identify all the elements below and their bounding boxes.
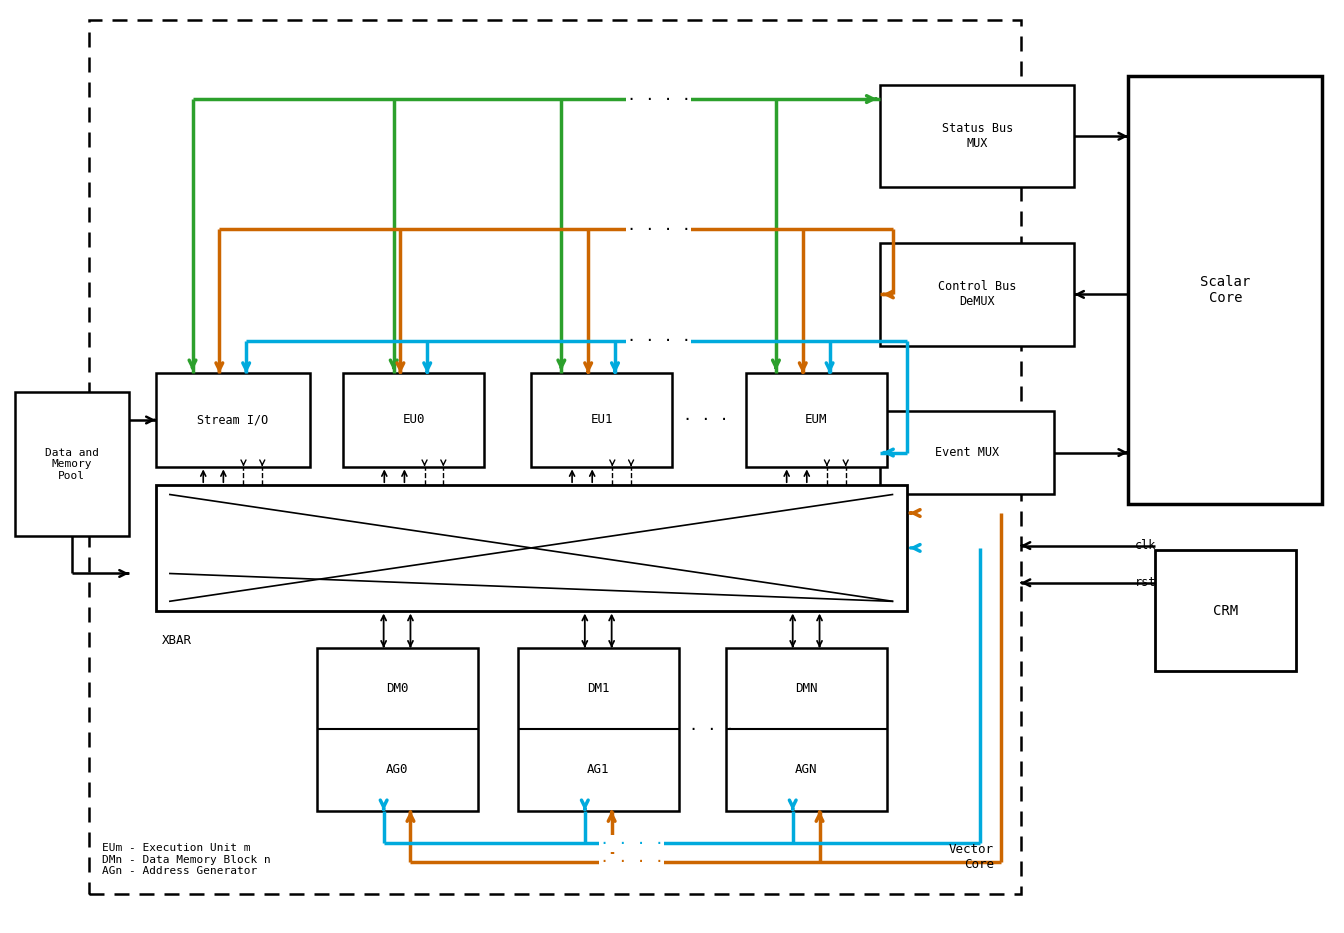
- FancyBboxPatch shape: [89, 20, 1020, 895]
- Text: · · · ·: · · · ·: [626, 333, 691, 348]
- Text: AG0: AG0: [386, 763, 409, 776]
- FancyBboxPatch shape: [156, 485, 907, 611]
- FancyBboxPatch shape: [1154, 550, 1296, 671]
- Text: EU0: EU0: [403, 413, 425, 426]
- FancyBboxPatch shape: [317, 648, 477, 811]
- FancyBboxPatch shape: [344, 373, 484, 466]
- Text: clk: clk: [1134, 539, 1156, 552]
- Text: Data and
Memory
Pool: Data and Memory Pool: [44, 448, 99, 480]
- Text: XBAR: XBAR: [163, 634, 192, 647]
- Text: · · · ·: · · · ·: [599, 855, 664, 870]
- Text: · · · ·: · · · ·: [599, 855, 664, 870]
- Text: · · · ·: · · · ·: [626, 222, 691, 237]
- Text: Vector
Core: Vector Core: [949, 843, 995, 871]
- FancyBboxPatch shape: [726, 648, 887, 811]
- Text: AG1: AG1: [587, 763, 609, 776]
- FancyBboxPatch shape: [1128, 76, 1322, 504]
- FancyBboxPatch shape: [880, 244, 1074, 345]
- Text: DM1: DM1: [587, 682, 609, 695]
- Text: CRM: CRM: [1212, 604, 1238, 618]
- FancyBboxPatch shape: [517, 648, 679, 811]
- Text: · · · ·: · · · ·: [626, 91, 691, 106]
- Text: rst: rst: [1134, 577, 1156, 590]
- Text: · · ·: · · ·: [689, 722, 735, 737]
- FancyBboxPatch shape: [880, 411, 1054, 494]
- Text: · · ·: · · ·: [683, 412, 728, 427]
- Text: EUm - Execution Unit m
DMn - Data Memory Block n
AGn - Address Generator: EUm - Execution Unit m DMn - Data Memory…: [102, 843, 270, 876]
- FancyBboxPatch shape: [746, 373, 887, 466]
- FancyBboxPatch shape: [15, 392, 129, 536]
- Text: AGN: AGN: [794, 763, 817, 776]
- Text: Status Bus
MUX: Status Bus MUX: [942, 122, 1013, 150]
- FancyBboxPatch shape: [531, 373, 672, 466]
- Text: · · · ·: · · · ·: [626, 222, 691, 237]
- Text: · · · ·: · · · ·: [626, 91, 691, 106]
- Text: DM0: DM0: [386, 682, 409, 695]
- Text: Scalar
Core: Scalar Core: [1200, 274, 1250, 305]
- Text: Stream I/O: Stream I/O: [198, 413, 269, 426]
- FancyBboxPatch shape: [156, 373, 310, 466]
- Text: DMN: DMN: [794, 682, 817, 695]
- Text: Control Bus
DeMUX: Control Bus DeMUX: [938, 281, 1016, 309]
- Text: EU1: EU1: [590, 413, 613, 426]
- Text: · · · ·: · · · ·: [599, 836, 664, 851]
- FancyBboxPatch shape: [880, 85, 1074, 188]
- Text: · · · ·: · · · ·: [599, 836, 664, 851]
- Text: Event MUX: Event MUX: [935, 446, 999, 459]
- Text: EUM: EUM: [805, 413, 828, 426]
- Text: · · · ·: · · · ·: [626, 333, 691, 348]
